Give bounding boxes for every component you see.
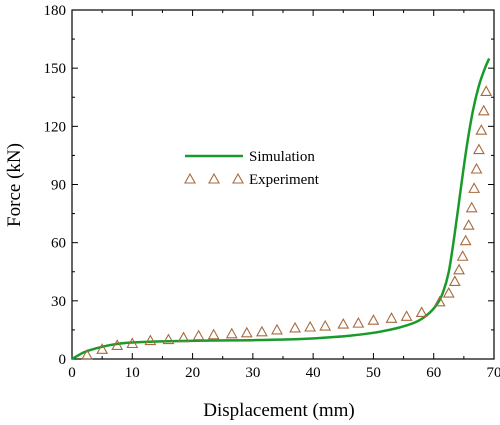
experiment-point [255,325,268,337]
experiment-series [81,85,493,360]
legend-experiment-markers [184,172,244,184]
experiment-point [304,320,317,332]
experiment-point [448,275,461,286]
x-axis-label: Displacement (mm) [203,400,354,421]
y-tick-label: 30 [51,294,66,310]
experiment-point [459,234,472,246]
experiment-point [271,323,283,335]
experiment-point [385,312,398,323]
experiment-point [480,85,493,96]
experiment-point [470,162,483,174]
simulation-line [71,57,491,361]
experiment-point [144,334,157,346]
x-tick-label: 10 [125,365,140,381]
legend-simulation-label: Simulation [249,149,315,165]
y-tick-label: 150 [44,61,67,77]
experiment-point [192,329,205,341]
y-tick-label: 60 [51,236,66,252]
experiment-point [453,263,465,275]
experiment-point [367,314,380,325]
legend-experiment-marker [232,172,244,184]
legend-experiment-label: Experiment [249,172,320,188]
simulation-series [71,57,491,361]
experiment-point [126,337,139,349]
legend-experiment-marker [208,172,220,184]
experiment-point [468,182,481,193]
y-axis-label: Force (kN) [4,143,25,227]
y-tick-label: 120 [44,119,67,135]
experiment-point [289,321,301,333]
experiment-point [433,295,446,307]
experiment-point [207,328,220,340]
experiment-point [465,201,478,213]
x-tick-label: 40 [306,365,321,381]
experiment-point [352,316,365,328]
experiment-point [81,348,94,360]
experiment-point [462,219,475,230]
experiment-point [475,124,488,135]
y-tick-label: 90 [51,178,66,194]
x-tick-label: 60 [426,365,441,381]
experiment-point [442,286,455,298]
experiment-point [477,104,490,116]
legend-experiment-marker [184,172,196,184]
experiment-point [456,250,469,261]
experiment-point [415,306,428,318]
x-tick-label: 30 [245,365,260,381]
legend: Simulation Experiment [168,135,338,193]
experiment-point [177,331,190,343]
axis-ticks: 0 10 20 30 40 50 60 70 0 30 60 90 120 150 180 [44,3,500,381]
experiment-point [111,339,124,350]
legend-box [168,135,338,193]
y-tick-label: 0 [59,352,67,368]
experiment-point [225,327,238,339]
x-tick-label: 50 [366,365,381,381]
experiment-point [240,326,253,338]
experiment-point [96,343,109,354]
experiment-point [472,143,485,155]
y-tick-label: 180 [44,3,67,19]
experiment-point [337,317,350,329]
x-tick-label: 0 [68,365,76,381]
x-tick-label: 70 [487,365,500,381]
experiment-point [400,310,413,321]
x-tick-label: 20 [185,365,200,381]
experiment-point [319,319,332,331]
experiment-point [162,333,175,345]
